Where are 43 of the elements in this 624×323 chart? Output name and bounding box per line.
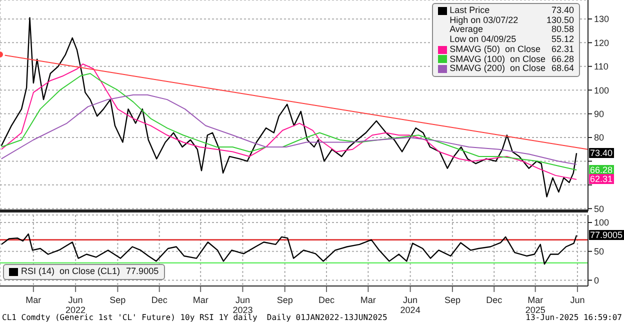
line-series xyxy=(0,233,578,265)
x-tick-label: Sep xyxy=(110,295,126,305)
x-tick-label: Sep xyxy=(276,295,293,305)
annotation: 77.9005 xyxy=(589,230,624,240)
text: Average 80.58 xyxy=(450,24,574,34)
text: Last Price 73.40 xyxy=(450,5,574,15)
y-tick-label: 0 xyxy=(594,275,600,286)
y-tick-label: 100 xyxy=(594,218,610,228)
x-tick-label: Mar xyxy=(360,295,376,305)
legend-label: SMAVG (200) on Close 68.64 xyxy=(450,63,574,74)
text: SMAVG (50) on Close 62.31 xyxy=(450,44,574,54)
text: Low on 04/09/25 55.12 xyxy=(450,34,574,44)
annotation: 62.31 xyxy=(589,174,614,184)
line-series xyxy=(0,72,578,171)
y-tick-label: 90 xyxy=(594,108,604,119)
y-tick-label: 80 xyxy=(594,132,604,143)
legend-label: RSI (14) on Close (CL1) 77.9005 xyxy=(21,266,159,277)
y-tick-label: 50 xyxy=(594,246,604,257)
text: CL1 Comdty (Generic 1st 'CL' Future) 10y RSI 1Y daily Daily 01JAN2022-13JUN2025 xyxy=(2,313,388,322)
annotation: 66.28 xyxy=(589,165,614,176)
x-tick-label: Mar 2025 xyxy=(525,295,546,315)
annotation: 73.40 xyxy=(589,148,614,158)
x-tick-label: Mar xyxy=(26,295,42,305)
x-tick-label: Sep xyxy=(444,295,460,305)
y-tick-label: 120 xyxy=(594,38,610,48)
y-tick-label: 100 xyxy=(594,85,610,96)
y-tick-label: 50 xyxy=(594,204,604,214)
x-tick-label: Jun 2024 xyxy=(400,295,420,315)
line-series xyxy=(0,64,578,180)
x-tick-label: Dec xyxy=(318,295,336,305)
x-tick-label: Dec xyxy=(486,295,503,305)
legend-label: SMAVG (100) on Close 66.28 xyxy=(450,54,574,64)
y-tick-label: 130 xyxy=(594,14,610,24)
text: High on 03/07/22 130.50 xyxy=(450,14,574,25)
x-tick-label: Jun 2023 xyxy=(232,295,253,315)
x-tick-label: Dec xyxy=(151,295,168,305)
y-tick-label: 110 xyxy=(594,62,608,72)
line-series xyxy=(0,17,578,198)
x-tick-label: Mar xyxy=(192,295,208,305)
x-tick-label: Jun xyxy=(570,295,585,305)
text: 13-Jun-2025 16:59:07 xyxy=(526,313,622,322)
line-series xyxy=(0,94,578,165)
x-tick-label: Jun 2022 xyxy=(66,295,86,315)
